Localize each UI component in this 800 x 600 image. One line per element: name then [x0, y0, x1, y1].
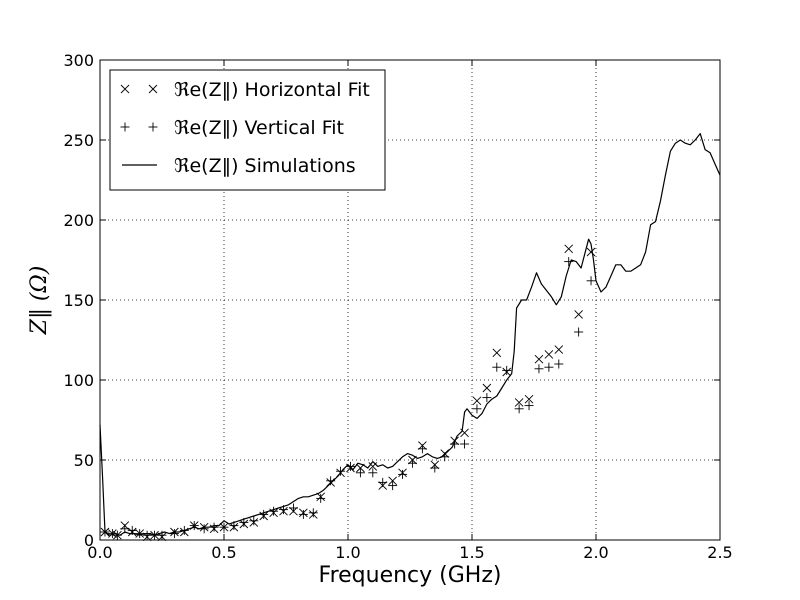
legend-entry-simulations: ℜe(Z‖) Simulations — [122, 155, 356, 177]
simulation-series — [99, 133, 721, 536]
horizontal-fit-point — [472, 396, 482, 406]
vertical-fit-point — [355, 468, 365, 478]
y-tick-label: 200 — [63, 211, 94, 230]
legend-entry-vertical-fit: ℜe(Z‖) Vertical Fit — [120, 117, 344, 139]
x-tick-label: 1.5 — [459, 543, 484, 562]
vertical-fit-point — [472, 404, 482, 414]
vertical-fit-point — [345, 461, 355, 471]
vertical-fit-point — [524, 401, 534, 411]
vertical-fit-point — [135, 529, 145, 539]
horizontal-fit-point — [482, 383, 492, 393]
horizontal-fit-point — [544, 350, 554, 359]
legend-entry-horizontal-fit: ℜe(Z‖) Horizontal Fit — [120, 79, 370, 101]
legend-box — [109, 69, 386, 191]
vertical-fit-point — [574, 327, 584, 337]
horizontal-fit-point — [554, 345, 564, 354]
horizontal-fit-point — [586, 247, 596, 257]
vertical-fit-point — [179, 525, 189, 535]
vertical-fit-point — [502, 365, 512, 375]
vertical-fit-point — [430, 463, 440, 473]
vertical-fit-point — [460, 439, 470, 449]
vertical-fit-point — [388, 481, 398, 491]
vertical-fit-point — [112, 530, 122, 540]
simulation-line — [99, 133, 721, 536]
x-tick-label: 2.5 — [707, 543, 732, 562]
vertical-fit-point — [269, 506, 279, 516]
vertical-fit-point — [120, 524, 130, 534]
vertical-fit-point — [417, 444, 427, 454]
y-tick-label: 50 — [74, 451, 94, 470]
legend-x-marker — [120, 84, 130, 94]
horizontal-fit-point — [460, 428, 469, 438]
vertical-fit-point — [482, 393, 492, 403]
horizontal-fit-point — [534, 354, 544, 364]
legend: ℜe(Z‖) Horizontal Fit ℜe(Z‖) Vertical Fit… — [109, 69, 386, 191]
x-tick-label: 2.0 — [583, 543, 608, 562]
vertical-fit-point — [534, 364, 544, 374]
vertical-fit-point — [107, 529, 117, 539]
y-tick-label: 300 — [63, 51, 94, 70]
legend-x-marker — [148, 84, 158, 94]
legend-plus-marker — [148, 122, 158, 132]
legend-label: ℜe(Z‖) Vertical Fit — [174, 117, 344, 139]
vertical-fit-point — [199, 524, 209, 534]
vertical-fit-point — [100, 527, 110, 537]
vertical-fit-point — [544, 362, 554, 372]
legend-label: ℜe(Z‖) Horizontal Fit — [174, 79, 370, 101]
horizontal-fit-point — [368, 462, 378, 471]
legend-label: ℜe(Z‖) Simulations — [174, 155, 356, 177]
y-tick-label: 250 — [63, 131, 94, 150]
horizontal-fit-point — [388, 476, 397, 486]
x-tick-label: 0.5 — [211, 543, 236, 562]
vertical-fit-point — [316, 493, 326, 503]
y-axis-label: Z‖ (Ω) — [27, 266, 52, 336]
vertical-fit-point — [169, 529, 179, 539]
vertical-fit-point — [554, 359, 564, 369]
vertical-fit-point — [440, 452, 450, 462]
vertical-fit-point — [378, 477, 388, 487]
vertical-fit-point — [368, 468, 378, 478]
vertical-fit-point — [259, 509, 269, 519]
horizontal-fit-point — [514, 398, 524, 407]
vertical-fit-point — [189, 521, 199, 531]
vertical-fit-point — [398, 469, 408, 479]
vertical-fit-point — [229, 521, 239, 531]
x-tick-label: 0.0 — [87, 543, 112, 562]
horizontal-fit-point — [574, 310, 583, 319]
horizontal-fit-point — [356, 463, 365, 473]
vertical-fit-point — [326, 476, 336, 486]
vertical-fit-point — [564, 257, 574, 267]
vertical-fit-point — [514, 404, 524, 414]
vertical-fit-point — [298, 509, 308, 519]
y-tick-label: 100 — [63, 371, 94, 390]
vertical-fit-point — [308, 508, 318, 518]
vertical-fit-point — [336, 466, 346, 476]
x-axis-label: Frequency (GHz) — [319, 563, 502, 588]
axis-ticks: 0.0 0.5 1.0 1.5 2.0 2.5 0 50 100 150 200 250 300 — [63, 51, 732, 562]
legend-plus-marker — [120, 122, 130, 132]
vertical-fit-point — [586, 276, 596, 286]
horizontal-fit-point — [524, 394, 534, 404]
vertical-fit-point — [450, 439, 460, 449]
vertical-fit-point — [127, 525, 137, 535]
vertical-fit-point — [219, 522, 229, 532]
x-tick-label: 1.0 — [335, 543, 360, 562]
vertical-fit-point — [288, 503, 298, 513]
y-tick-label: 150 — [63, 291, 94, 310]
vertical-fit-point — [492, 362, 502, 372]
vertical-fit-point — [157, 530, 167, 540]
horizontal-fit-point — [564, 244, 574, 254]
vertical-fit-point — [239, 517, 249, 527]
vertical-fit-point — [407, 458, 417, 468]
vertical-fit-point — [209, 522, 219, 532]
vertical-fit-series — [100, 257, 596, 540]
vertical-fit-point — [279, 505, 289, 515]
horizontal-fit-point — [492, 348, 502, 358]
y-tick-label: 0 — [84, 531, 94, 550]
vertical-fit-point — [249, 516, 259, 526]
